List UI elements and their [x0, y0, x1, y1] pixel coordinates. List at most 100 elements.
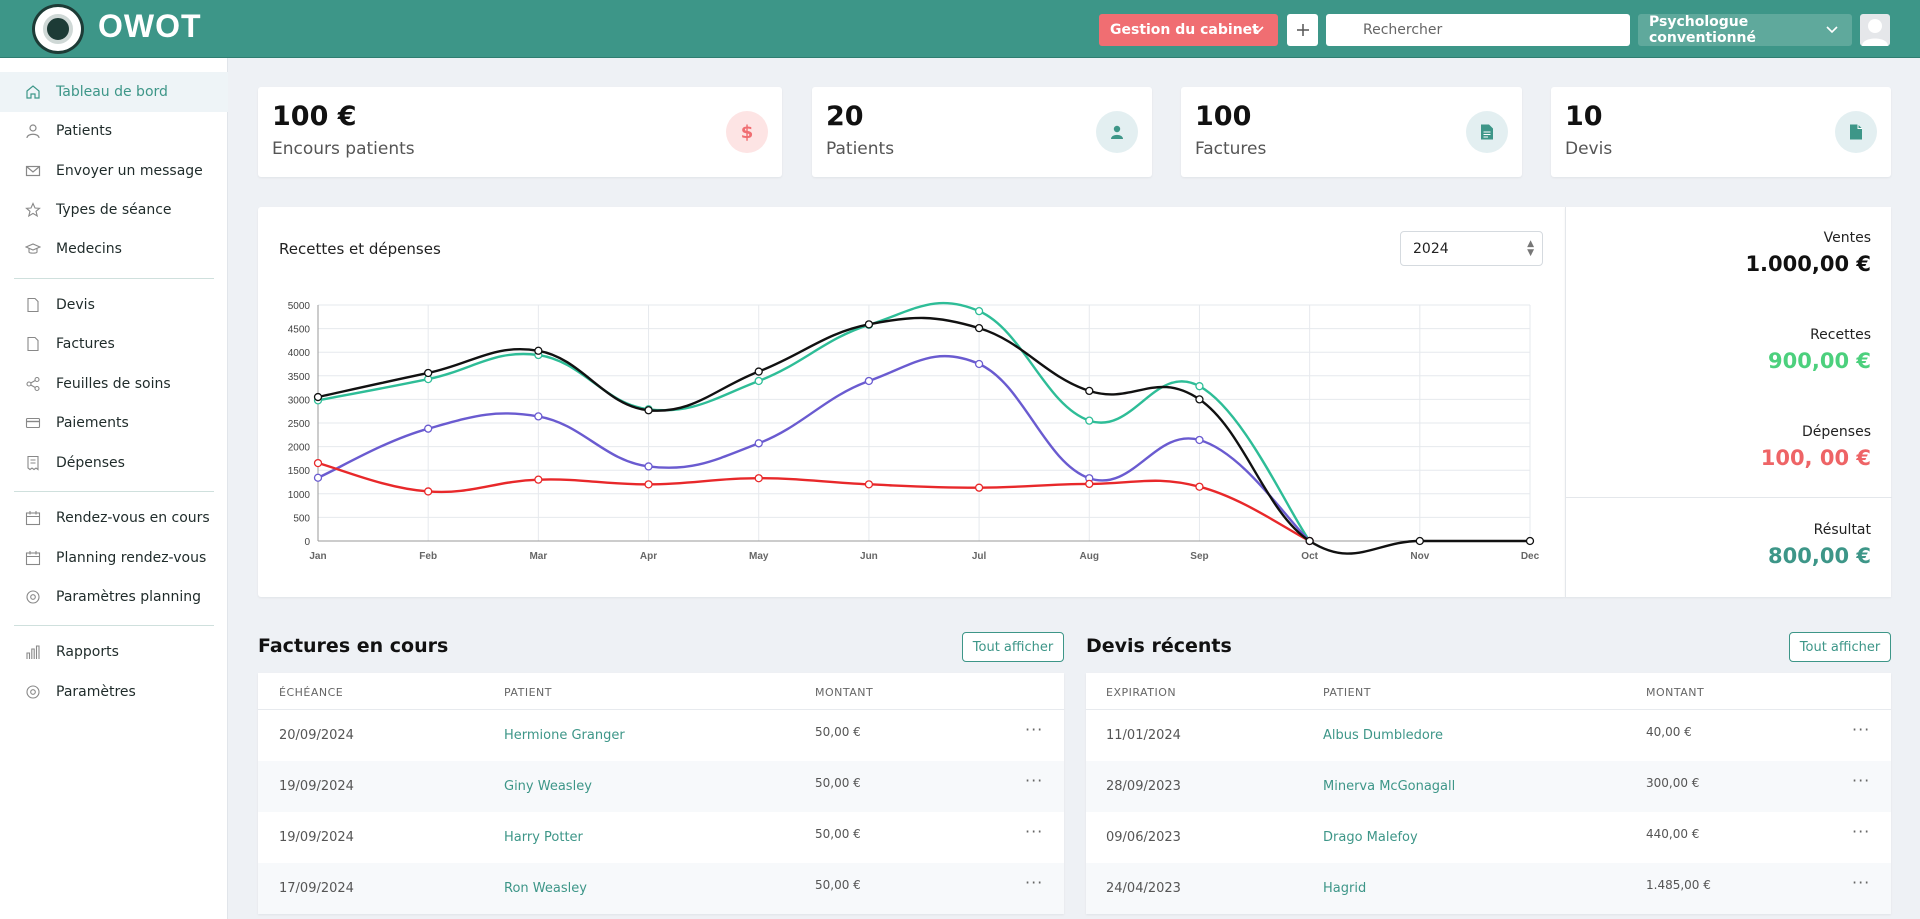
column-header: MONTANT — [1646, 686, 1705, 699]
data-point — [754, 367, 763, 376]
table-row[interactable]: 19/09/2024 Giny Weasley 50,00 € ··· — [258, 761, 1064, 812]
sidebar-item-tableau-de-bord[interactable]: Tableau de bord — [0, 72, 228, 112]
row-patient-link[interactable]: Hagrid — [1323, 881, 1367, 896]
stat-value: 100 € — [272, 101, 357, 132]
more-options-icon[interactable]: ··· — [1025, 822, 1044, 841]
sidebar-item-types-seance[interactable]: Types de séance — [0, 190, 228, 230]
table-row[interactable]: 11/01/2024 Albus Dumbledore 40,00 € ··· — [1086, 710, 1891, 761]
avatar[interactable] — [1860, 14, 1890, 46]
cabinet-menu-button[interactable]: Gestion du cabinet — [1099, 14, 1278, 46]
top-header: OWOT Gestion du cabinet Psychologue conv… — [0, 0, 1920, 58]
factures-table: ÉCHÉANCE PATIENT MONTANT 20/09/2024 Herm… — [258, 673, 1064, 914]
sidebar-item-label: Rapports — [56, 644, 119, 660]
table-row[interactable]: 17/09/2024 Ron Weasley 50,00 € ··· — [258, 863, 1064, 914]
y-tick-label: 1000 — [288, 490, 311, 501]
more-options-icon[interactable]: ··· — [1025, 771, 1044, 790]
data-point — [1085, 386, 1094, 396]
y-tick-label: 3000 — [288, 395, 311, 406]
settings-icon — [26, 590, 40, 604]
factures-section-title: Factures en cours — [258, 635, 449, 657]
x-tick-label: Aug — [1080, 551, 1099, 562]
sidebar-item-label: Rendez-vous en cours — [56, 510, 210, 526]
data-point — [754, 474, 763, 483]
x-tick-label: Jun — [860, 551, 878, 562]
sidebar-item-feuilles-soins[interactable]: Feuilles de soins — [0, 364, 228, 404]
sidebar-item-label: Patients — [56, 123, 113, 139]
row-patient-link[interactable]: Giny Weasley — [504, 779, 592, 794]
row-date: 20/09/2024 — [279, 728, 354, 743]
sidebar-item-paiements[interactable]: Paiements — [0, 403, 228, 443]
sidebar-item-parametres[interactable]: Paramètres — [0, 672, 228, 712]
sidebar-item-devis[interactable]: Devis — [0, 285, 228, 325]
row-amount: 50,00 € — [815, 878, 861, 892]
data-point — [1195, 382, 1204, 391]
stat-card-factures[interactable]: 100 Factures — [1181, 87, 1522, 177]
summary-value: 800,00 € — [1768, 544, 1871, 568]
sidebar-item-medecins[interactable]: Medecins — [0, 229, 228, 269]
y-tick-label: 4500 — [288, 325, 311, 336]
sidebar-item-label: Factures — [56, 336, 115, 352]
role-menu-button[interactable]: Psychologue conventionné — [1638, 14, 1852, 46]
summary-label: Dépenses — [1802, 424, 1871, 440]
data-point — [1195, 395, 1204, 404]
app-name[interactable]: OWOT — [98, 8, 202, 44]
column-header: PATIENT — [1323, 686, 1371, 699]
stat-card-encours[interactable]: 100 € Encours patients $ — [258, 87, 782, 177]
data-point — [974, 323, 984, 333]
data-point — [864, 320, 874, 329]
user-icon — [1096, 111, 1138, 153]
row-patient-link[interactable]: Minerva McGonagall — [1323, 779, 1456, 794]
factures-show-all-button[interactable]: Tout afficher — [962, 632, 1064, 662]
sidebar-item-rendez-vous-en-cours[interactable]: Rendez-vous en cours — [0, 498, 228, 538]
sidebar-item-patients[interactable]: Patients — [0, 111, 228, 151]
receipt-icon — [27, 455, 39, 471]
data-point — [424, 368, 433, 378]
more-options-icon[interactable]: ··· — [1852, 822, 1871, 841]
row-patient-link[interactable]: Albus Dumbledore — [1323, 728, 1443, 743]
sidebar-item-depenses[interactable]: Dépenses — [0, 443, 228, 483]
calendar-icon — [25, 511, 41, 526]
sidebar-item-parametres-planning[interactable]: Paramètres planning — [0, 577, 228, 617]
stat-value: 10 — [1565, 101, 1603, 132]
more-options-icon[interactable]: ··· — [1025, 720, 1044, 739]
x-tick-label: Jul — [972, 551, 987, 562]
table-row[interactable]: 24/04/2023 Hagrid 1.485,00 € ··· — [1086, 863, 1891, 914]
more-options-icon[interactable]: ··· — [1852, 873, 1871, 892]
series-line — [317, 355, 1311, 542]
year-select[interactable]: 2024 ▲ ▼ — [1400, 231, 1543, 266]
stat-card-devis[interactable]: 10 Devis — [1551, 87, 1891, 177]
search-input[interactable] — [1326, 14, 1630, 46]
y-tick-label: 1500 — [288, 466, 311, 477]
cabinet-menu-label: Gestion du cabinet — [1110, 22, 1259, 38]
devis-show-all-button[interactable]: Tout afficher — [1789, 632, 1891, 662]
table-row[interactable]: 19/09/2024 Harry Potter 50,00 € ··· — [258, 812, 1064, 863]
logo-icon[interactable] — [32, 4, 84, 54]
row-patient-link[interactable]: Ron Weasley — [504, 881, 587, 896]
data-point — [754, 439, 763, 448]
graduation-cap-icon — [25, 243, 41, 254]
sidebar-item-factures[interactable]: Factures — [0, 324, 228, 364]
column-header: ÉCHÉANCE — [279, 686, 344, 699]
sidebar-item-rapports[interactable]: Rapports — [0, 632, 228, 672]
sidebar-item-planning-rendez-vous[interactable]: Planning rendez-vous — [0, 538, 228, 578]
data-point — [534, 346, 543, 355]
table-row[interactable]: 09/06/2023 Drago Malefoy 440,00 € ··· — [1086, 812, 1891, 863]
more-options-icon[interactable]: ··· — [1852, 771, 1871, 790]
row-patient-link[interactable]: Harry Potter — [504, 830, 583, 845]
data-point — [644, 406, 653, 415]
table-row[interactable]: 28/09/2023 Minerva McGonagall 300,00 € ·… — [1086, 761, 1891, 812]
y-tick-label: 0 — [304, 537, 310, 548]
more-options-icon[interactable]: ··· — [1852, 720, 1871, 739]
stat-card-patients[interactable]: 20 Patients — [812, 87, 1152, 177]
sidebar-item-envoyer-message[interactable]: Envoyer un message — [0, 151, 228, 191]
star-icon — [25, 202, 41, 218]
add-button[interactable] — [1287, 14, 1318, 46]
more-options-icon[interactable]: ··· — [1025, 873, 1044, 892]
table-header: EXPIRATION PATIENT MONTANT — [1086, 673, 1891, 710]
summary-resultat: Résultat 800,00 € — [1768, 522, 1871, 568]
table-row[interactable]: 20/09/2024 Hermione Granger 50,00 € ··· — [258, 710, 1064, 761]
summary-recettes: Recettes 900,00 € — [1768, 327, 1871, 373]
row-patient-link[interactable]: Drago Malefoy — [1323, 830, 1418, 845]
row-date: 11/01/2024 — [1106, 728, 1181, 743]
row-patient-link[interactable]: Hermione Granger — [504, 728, 625, 743]
